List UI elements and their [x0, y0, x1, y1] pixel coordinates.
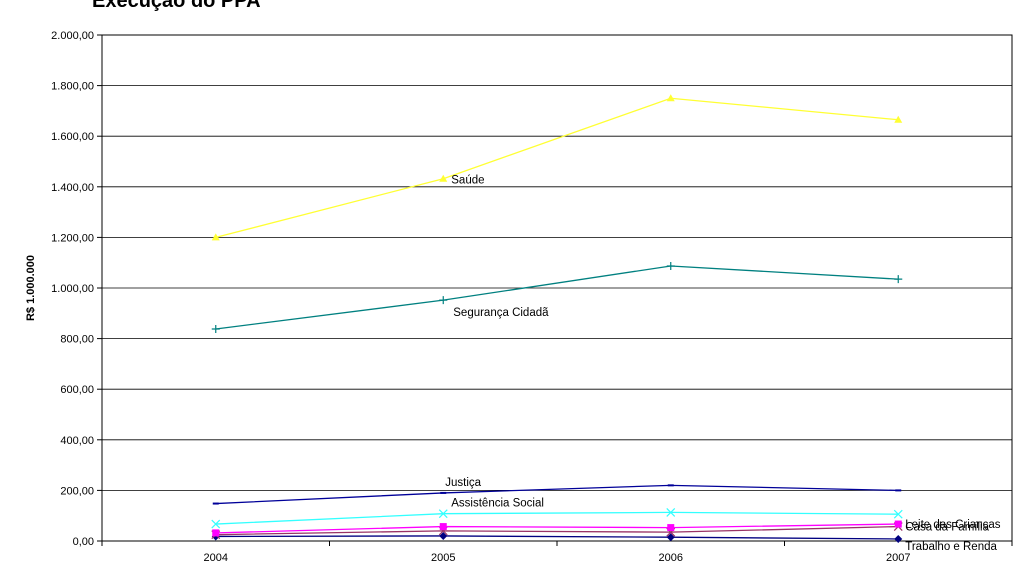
y-axis-label: R$ 1.000.000	[25, 255, 37, 321]
x-tick-label: 2007	[886, 552, 910, 564]
x-tick-label: 2006	[659, 552, 683, 564]
y-tick-label: 400,00	[60, 435, 94, 447]
y-tick-label: 1.000,00	[51, 283, 94, 295]
y-tick-label: 1.600,00	[51, 131, 94, 143]
series-label: Assistência Social	[451, 498, 544, 510]
data-point	[667, 524, 674, 531]
y-tick-label: 1.400,00	[51, 182, 94, 194]
series-label: Segurança Cidadã	[453, 307, 549, 319]
y-tick-label: 600,00	[60, 384, 94, 396]
series-label: Casa da Família	[905, 522, 989, 534]
series-label: Justiça	[445, 477, 481, 489]
y-tick-label: 800,00	[60, 334, 94, 346]
x-tick-label: 2005	[431, 552, 455, 564]
y-tick-label: 0,00	[73, 536, 94, 548]
series-label: Trabalho e Renda	[905, 541, 997, 553]
y-tick-label: 200,00	[60, 485, 94, 497]
series-label: Saúde	[451, 175, 484, 187]
y-tick-label: 1.200,00	[51, 232, 94, 244]
y-tick-label: 2.000,00	[51, 30, 94, 42]
x-tick-label: 2004	[204, 552, 228, 564]
data-point	[895, 521, 902, 528]
data-point	[212, 529, 219, 536]
data-point	[440, 523, 447, 530]
y-tick-label: 1.800,00	[51, 81, 94, 93]
